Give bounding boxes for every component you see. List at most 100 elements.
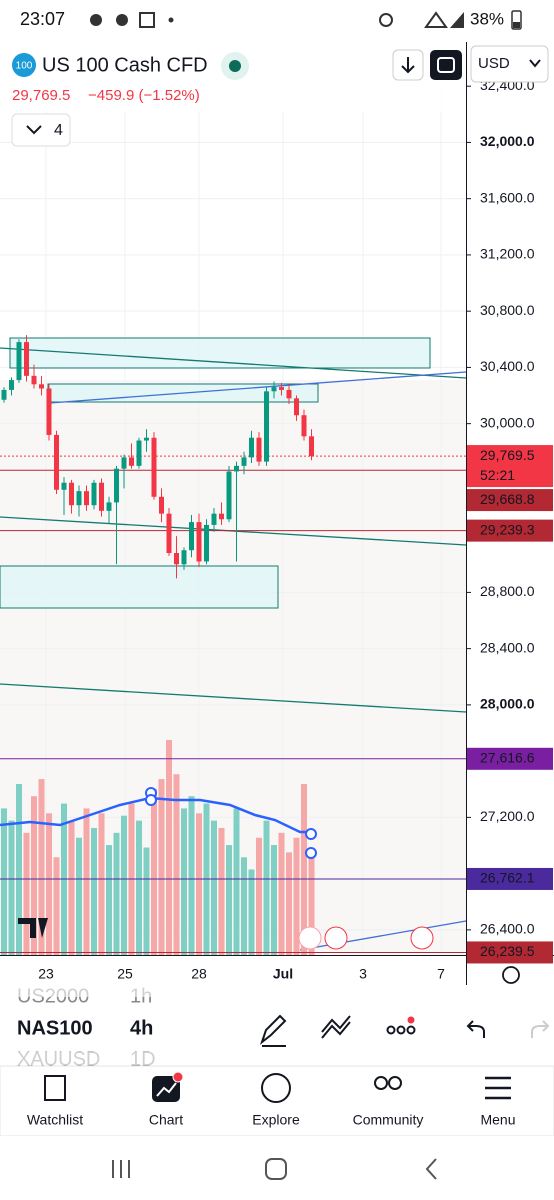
candle-body [211, 513, 217, 525]
market-status-dot [229, 60, 241, 72]
nav-label[interactable]: Watchlist [27, 1112, 83, 1128]
currency-select[interactable] [470, 45, 549, 83]
explore-icon [261, 1073, 291, 1103]
candle-body [189, 522, 194, 551]
undo[interactable] [466, 1020, 485, 1038]
y-tick-label: 27,200.0 [480, 808, 535, 824]
candle-body [54, 434, 59, 490]
signal-icon [450, 12, 464, 28]
fullscreen-icon [437, 57, 455, 73]
nav-label[interactable]: Explore [252, 1112, 300, 1128]
home-button[interactable] [265, 1158, 287, 1180]
candle-body [129, 457, 134, 466]
y-tick-label: 30,800.0 [480, 302, 535, 318]
fullscreen-button[interactable] [430, 50, 462, 80]
nav-label[interactable]: Community [353, 1112, 424, 1128]
volume-bar [106, 845, 112, 955]
candle-body [166, 513, 172, 554]
candle-body [174, 553, 179, 565]
flag-icon [410, 926, 434, 950]
ma-marker [145, 794, 157, 806]
redo[interactable] [531, 1020, 550, 1038]
candle-body [151, 437, 157, 497]
trend-line [0, 683, 467, 713]
ma-marker [305, 828, 317, 840]
y-tick-label: 30,000.0 [480, 414, 535, 430]
currency: USD [478, 55, 510, 72]
more-tools[interactable] [386, 1025, 396, 1035]
candle-body [91, 482, 97, 506]
wifi-icon [424, 11, 448, 28]
candle-body [204, 524, 209, 562]
volume-bar [31, 796, 37, 955]
quote-change: −459.9 (−1.52%) [88, 87, 200, 104]
symbol-badge [12, 53, 36, 77]
price-badge [467, 445, 553, 488]
y-tick-label: 26,400.0 [480, 921, 535, 937]
cloud-icon [90, 14, 102, 26]
settings-button[interactable] [502, 966, 520, 984]
battery-text: 38% [470, 9, 504, 28]
volume-bar [158, 779, 165, 955]
volume-bar [8, 820, 15, 955]
candle-body [121, 457, 127, 469]
draw-tool[interactable] [260, 1014, 287, 1047]
volume-bar [308, 847, 315, 955]
volume-ma-line [0, 796, 312, 834]
trend-tool[interactable] [321, 1015, 351, 1039]
x-tick-label: 3 [359, 966, 367, 982]
candle-body [9, 380, 14, 390]
toolbar [0, 985, 554, 1065]
candle-body [46, 388, 52, 435]
notification-dot [172, 1071, 184, 1083]
price-badge [467, 941, 553, 964]
volume-bar [188, 796, 195, 955]
y-tick-label: 28,800.0 [480, 583, 535, 599]
fade [0, 1052, 250, 1065]
volume-bar [143, 847, 150, 955]
trend-line [49, 371, 467, 404]
volume-bar [151, 788, 157, 955]
candle-body [1, 389, 7, 400]
candle-body [234, 465, 239, 472]
price-badge-label: 29,668.8 [480, 491, 535, 507]
volume-bar [91, 827, 97, 955]
nav-label[interactable]: Menu [480, 1112, 515, 1128]
candle-body [241, 457, 247, 466]
symbol-interval[interactable]: 4h [130, 1017, 153, 1039]
volume-bar [218, 827, 225, 955]
candle-body [84, 491, 89, 506]
price-timer: 52:21 [480, 467, 515, 483]
ma-marker [305, 847, 317, 859]
volume-bar [256, 837, 262, 955]
nav-label[interactable]: Chart [149, 1112, 183, 1128]
y-tick-label: 28,400.0 [480, 639, 535, 655]
symbol-name[interactable]: US 100 Cash CFD [42, 54, 208, 76]
volume-bar [76, 837, 82, 955]
candle-body [114, 468, 119, 503]
symbol-name[interactable]: NAS100 [17, 1017, 93, 1039]
y-tick-label: 28,000.0 [480, 696, 535, 712]
candle-body [256, 437, 262, 462]
candle-body [39, 384, 44, 389]
volume-bar [181, 808, 187, 955]
badge-text: 100 [16, 61, 33, 72]
community-icon [388, 1076, 402, 1090]
drawings [0, 337, 467, 951]
volume-bar [46, 813, 52, 955]
y-tick-label: 30,400.0 [480, 358, 535, 374]
candle-body [286, 389, 292, 399]
indicators-toggle[interactable] [11, 113, 71, 147]
flag-icon [324, 926, 348, 950]
candle-body [61, 482, 67, 490]
quote-price: 29,769.5 [12, 87, 70, 104]
recents-button[interactable] [112, 1160, 130, 1178]
price-badge-label: 27,616.6 [480, 750, 535, 766]
volume-bar [98, 813, 105, 955]
back-button[interactable] [425, 1158, 437, 1180]
chevron [26, 125, 42, 135]
volume-bar [286, 852, 292, 955]
more-tools-dot [396, 1025, 406, 1035]
